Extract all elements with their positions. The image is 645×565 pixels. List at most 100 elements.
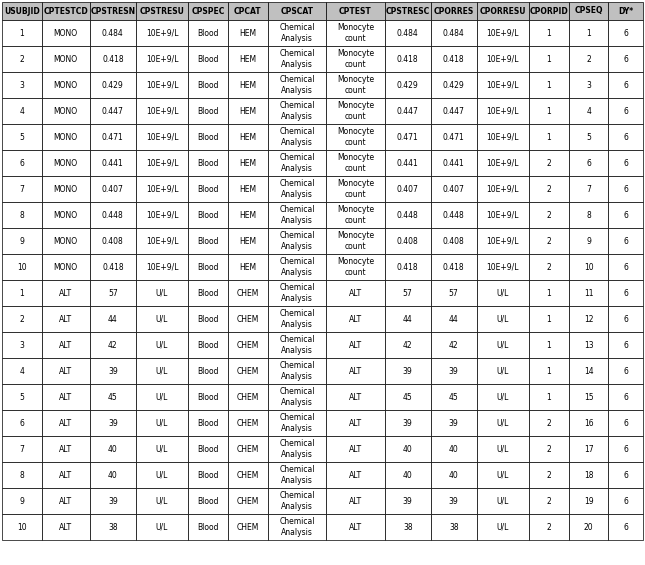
Bar bbox=[42, 98, 90, 124]
Text: 0.448: 0.448 bbox=[443, 211, 464, 219]
Bar bbox=[188, 98, 228, 124]
Bar bbox=[384, 436, 431, 462]
Bar bbox=[529, 436, 569, 462]
Bar bbox=[90, 98, 136, 124]
Text: 45: 45 bbox=[403, 393, 413, 402]
Bar bbox=[608, 150, 643, 176]
Text: 6: 6 bbox=[623, 80, 628, 89]
Bar bbox=[569, 384, 608, 410]
Text: CPSTRESU: CPSTRESU bbox=[139, 7, 184, 15]
Bar bbox=[228, 384, 268, 410]
Text: 10E+9/L: 10E+9/L bbox=[146, 185, 178, 193]
Text: 4: 4 bbox=[19, 106, 25, 115]
Text: 6: 6 bbox=[623, 289, 628, 298]
Bar bbox=[477, 202, 529, 228]
Text: Chemical
Analysis: Chemical Analysis bbox=[279, 361, 315, 381]
Bar bbox=[431, 98, 477, 124]
Bar bbox=[90, 332, 136, 358]
Bar bbox=[42, 228, 90, 254]
Bar bbox=[608, 72, 643, 98]
Bar bbox=[188, 358, 228, 384]
Text: DY*: DY* bbox=[618, 7, 633, 15]
Text: ALT: ALT bbox=[349, 419, 362, 428]
Bar bbox=[188, 462, 228, 488]
Bar bbox=[2, 72, 42, 98]
Text: CHEM: CHEM bbox=[237, 393, 259, 402]
Bar bbox=[268, 72, 326, 98]
Text: U/L: U/L bbox=[156, 393, 168, 402]
Bar bbox=[42, 46, 90, 72]
Bar bbox=[608, 124, 643, 150]
Bar bbox=[608, 514, 643, 540]
Text: CHEM: CHEM bbox=[237, 367, 259, 376]
Text: 44: 44 bbox=[403, 315, 413, 324]
Text: ALT: ALT bbox=[349, 289, 362, 298]
Bar bbox=[477, 436, 529, 462]
Bar bbox=[228, 20, 268, 46]
Bar bbox=[42, 150, 90, 176]
Text: Blood: Blood bbox=[197, 80, 219, 89]
Text: 6: 6 bbox=[623, 419, 628, 428]
Text: 0.418: 0.418 bbox=[397, 54, 419, 63]
Text: 1: 1 bbox=[19, 28, 25, 37]
Bar bbox=[136, 410, 188, 436]
Bar bbox=[268, 124, 326, 150]
Bar bbox=[228, 436, 268, 462]
Text: Blood: Blood bbox=[197, 523, 219, 532]
Bar bbox=[136, 384, 188, 410]
Bar bbox=[188, 46, 228, 72]
Text: 10: 10 bbox=[17, 523, 26, 532]
Bar bbox=[326, 46, 384, 72]
Text: U/L: U/L bbox=[497, 315, 509, 324]
Text: 7: 7 bbox=[19, 445, 25, 454]
Bar bbox=[529, 462, 569, 488]
Bar bbox=[431, 332, 477, 358]
Text: Chemical
Analysis: Chemical Analysis bbox=[279, 75, 315, 95]
Text: 38: 38 bbox=[403, 523, 413, 532]
Text: Blood: Blood bbox=[197, 393, 219, 402]
Text: 10E+9/L: 10E+9/L bbox=[146, 237, 178, 246]
Bar bbox=[136, 462, 188, 488]
Bar bbox=[2, 436, 42, 462]
Bar bbox=[384, 332, 431, 358]
Text: ALT: ALT bbox=[59, 523, 72, 532]
Bar bbox=[90, 20, 136, 46]
Text: Chemical
Analysis: Chemical Analysis bbox=[279, 466, 315, 485]
Bar bbox=[608, 2, 643, 20]
Bar bbox=[2, 228, 42, 254]
Bar bbox=[529, 254, 569, 280]
Text: 1: 1 bbox=[546, 315, 551, 324]
Bar bbox=[608, 98, 643, 124]
Bar bbox=[326, 254, 384, 280]
Text: 9: 9 bbox=[19, 497, 25, 506]
Text: 0.471: 0.471 bbox=[443, 133, 464, 141]
Bar bbox=[384, 306, 431, 332]
Bar bbox=[90, 72, 136, 98]
Bar bbox=[431, 72, 477, 98]
Bar bbox=[268, 436, 326, 462]
Text: 8: 8 bbox=[19, 471, 25, 480]
Bar bbox=[2, 150, 42, 176]
Bar bbox=[2, 176, 42, 202]
Bar bbox=[431, 2, 477, 20]
Bar bbox=[42, 280, 90, 306]
Bar bbox=[268, 514, 326, 540]
Bar bbox=[136, 358, 188, 384]
Bar bbox=[431, 514, 477, 540]
Text: 2: 2 bbox=[546, 263, 551, 272]
Text: 10: 10 bbox=[584, 263, 593, 272]
Text: MONO: MONO bbox=[54, 159, 78, 167]
Text: Blood: Blood bbox=[197, 419, 219, 428]
Text: MONO: MONO bbox=[54, 54, 78, 63]
Text: ALT: ALT bbox=[59, 367, 72, 376]
Text: HEM: HEM bbox=[239, 133, 256, 141]
Bar bbox=[268, 410, 326, 436]
Text: 0.484: 0.484 bbox=[443, 28, 464, 37]
Bar bbox=[477, 280, 529, 306]
Text: Blood: Blood bbox=[197, 471, 219, 480]
Bar bbox=[90, 254, 136, 280]
Bar bbox=[431, 462, 477, 488]
Text: 40: 40 bbox=[449, 471, 459, 480]
Text: HEM: HEM bbox=[239, 185, 256, 193]
Bar bbox=[477, 514, 529, 540]
